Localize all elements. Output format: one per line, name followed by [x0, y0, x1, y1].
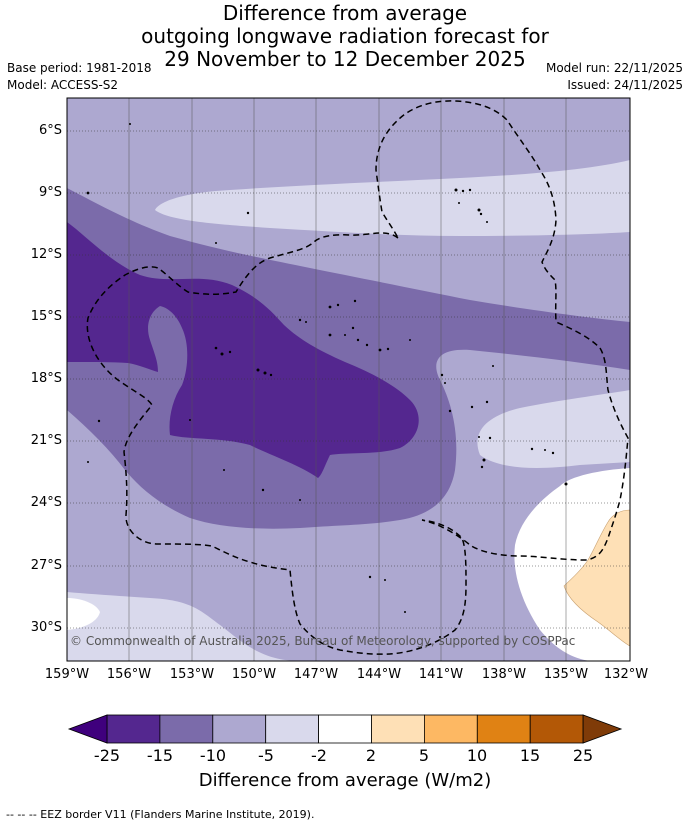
colorbar-bin	[319, 715, 372, 743]
anomaly-contours	[67, 98, 630, 661]
colorbar-tick: -2	[299, 746, 339, 765]
lat-label: 9°S	[14, 185, 62, 200]
colorbar-tick: 2	[351, 746, 391, 765]
colorbar-tick: -25	[87, 746, 127, 765]
lon-label: 150°W	[224, 667, 284, 682]
colorbar	[69, 715, 621, 743]
lon-label: 141°W	[411, 667, 471, 682]
copyright-notice: © Commonwealth of Australia 2025, Bureau…	[70, 634, 575, 648]
lat-label: 12°S	[14, 247, 62, 262]
lon-label: 156°W	[99, 667, 159, 682]
colorbar-tick: 15	[510, 746, 550, 765]
lat-label: 27°S	[14, 558, 62, 573]
colorbar-bin	[213, 715, 266, 743]
lon-label: 132°W	[596, 667, 656, 682]
colorbar-tick: 25	[563, 746, 603, 765]
lon-label: 159°W	[37, 667, 97, 682]
colorbar-bin	[266, 715, 319, 743]
lat-label: 15°S	[14, 309, 62, 324]
lon-label: 147°W	[286, 667, 346, 682]
colorbar-over-arrow	[583, 715, 621, 743]
lat-label: 24°S	[14, 495, 62, 510]
lon-label: 153°W	[162, 667, 222, 682]
colorbar-bin	[107, 715, 160, 743]
lon-label: 144°W	[349, 667, 409, 682]
lon-label: 138°W	[474, 667, 534, 682]
colorbar-bin	[477, 715, 530, 743]
colorbar-bin	[530, 715, 583, 743]
colorbar-tick: -15	[140, 746, 180, 765]
lat-label: 18°S	[14, 371, 62, 386]
colorbar-tick: 5	[404, 746, 444, 765]
colorbar-tick: -5	[246, 746, 286, 765]
lat-label: 30°S	[14, 620, 62, 635]
lat-label: 21°S	[14, 433, 62, 448]
colorbar-bin	[372, 715, 425, 743]
colorbar-bin	[424, 715, 477, 743]
lon-label: 135°W	[536, 667, 596, 682]
lat-label: 6°S	[14, 123, 62, 138]
colorbar-under-arrow	[69, 715, 107, 743]
colorbar-tick: 10	[457, 746, 497, 765]
colorbar-tick: -10	[193, 746, 233, 765]
colorbar-bin	[160, 715, 213, 743]
eez-border-footnote: -- -- -- EEZ border V11 (Flanders Marine…	[6, 808, 314, 821]
colorbar-label: Difference from average (W/m2)	[0, 770, 690, 791]
